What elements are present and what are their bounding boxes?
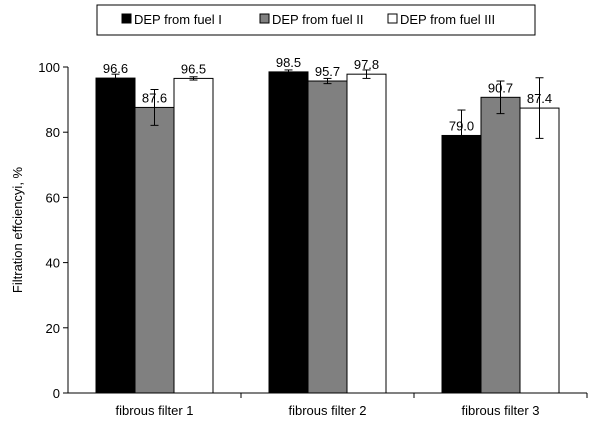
bar [519,107,560,394]
x-category-label: fibrous filter 2 [288,403,366,418]
y-tick-label: 60 [46,190,60,205]
bar [307,80,348,394]
bar [268,71,309,394]
legend-swatch [387,13,398,24]
data-label: 95.7 [315,64,340,79]
data-label: 87.4 [527,91,552,106]
y-tick-label: 100 [38,60,60,75]
bar [441,134,482,394]
y-axis-ticks: 0 20 40 60 80 100 [38,60,68,401]
y-tick-label: 80 [46,125,60,140]
y-tick-label: 0 [53,386,60,401]
data-label: 97.8 [354,57,379,72]
bar [95,77,136,394]
y-tick-label: 40 [46,256,60,271]
legend-entry: DEP from fuel I [134,12,222,27]
legend: DEP from fuel I DEP from fuel II DEP from … [96,4,536,36]
data-labels: 96.6 87.6 96.5 98.5 95.7 97.8 79.0 90.7 87.4 [103,55,552,134]
bar [134,106,175,394]
legend-entry: DEP from fuel III [400,12,495,27]
error-bars [111,69,544,162]
data-label: 96.5 [181,61,206,76]
axes [67,67,588,398]
data-label: 96.6 [103,61,128,76]
y-axis-label: Filtration effciencyi, % [10,166,25,293]
x-category-label: fibrous filter 3 [461,403,539,418]
bar [480,96,521,394]
data-label: 98.5 [276,55,301,70]
data-label: 90.7 [488,80,513,95]
legend-entry: DEP from fuel II [272,12,364,27]
x-axis-categories: fibrous filter 1 fibrous filter 2 fibrous … [115,403,539,418]
bar [346,73,387,394]
bar [173,77,214,394]
data-label: 87.6 [142,90,167,105]
legend-box [96,4,536,36]
y-tick-label: 20 [46,321,60,336]
bars [95,71,560,394]
data-label: 79.0 [449,118,474,133]
legend-swatch [121,13,132,24]
x-category-label: fibrous filter 1 [115,403,193,418]
legend-swatch [259,13,270,24]
